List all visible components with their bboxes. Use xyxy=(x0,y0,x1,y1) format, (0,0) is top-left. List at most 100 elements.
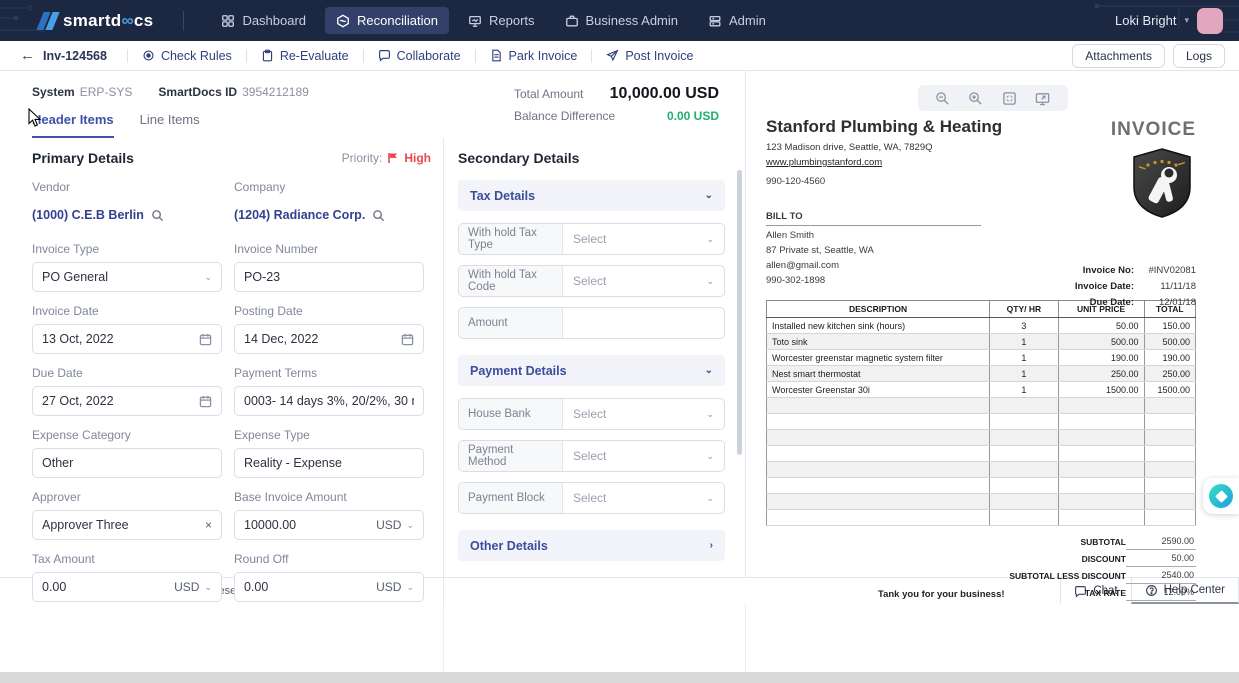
withhold-tax-type-select[interactable]: Select ⌄ xyxy=(563,224,724,254)
chevron-down-icon: ⌄ xyxy=(706,493,714,504)
invoice-form-panel: SystemERP-SYS SmartDocs ID3954212189 Hea… xyxy=(0,71,745,577)
tab-line-items[interactable]: Line Items xyxy=(140,112,200,138)
priority-value: High xyxy=(404,151,431,165)
withhold-tax-code-select[interactable]: Select ⌄ xyxy=(563,266,724,296)
zoom-out-icon[interactable] xyxy=(935,91,950,106)
house-bank-select[interactable]: Select ⌄ xyxy=(563,399,724,429)
nav-divider xyxy=(183,11,184,31)
calendar-icon[interactable] xyxy=(199,333,212,346)
primary-details-title: Primary Details xyxy=(32,150,134,166)
table-empty-row xyxy=(767,414,1196,430)
user-menu[interactable]: Loki Bright ▾ xyxy=(1115,8,1223,34)
payment-method-select[interactable]: Select ⌄ xyxy=(563,441,724,471)
amount-input[interactable] xyxy=(563,308,724,338)
calendar-icon[interactable] xyxy=(401,333,414,346)
payment-block-select[interactable]: Select ⌄ xyxy=(563,483,724,513)
floating-assistant-widget[interactable] xyxy=(1203,478,1239,514)
toolbar-divider xyxy=(591,49,592,63)
other-details-accordion[interactable]: Other Details › xyxy=(458,530,725,561)
invoice-meta: Invoice No:#INV02081 Invoice Date:11/11/… xyxy=(1075,265,1196,313)
brand-logo-icon xyxy=(40,12,56,30)
tab-header-items[interactable]: Header Items xyxy=(32,112,114,138)
invoice-number-input[interactable] xyxy=(244,270,414,284)
clipboard-icon xyxy=(261,49,274,62)
balance-difference-label: Balance Difference xyxy=(514,109,615,123)
priority-indicator: Priority: High xyxy=(342,151,431,165)
nav-item-reconciliation[interactable]: Reconciliation xyxy=(325,7,449,34)
chevron-down-icon: ⌄ xyxy=(705,365,713,376)
bottom-whitespace xyxy=(0,604,1239,672)
invoice-type-select[interactable]: PO General ⌄ xyxy=(32,262,222,292)
attachments-button[interactable]: Attachments xyxy=(1072,44,1165,68)
payment-terms-field: Payment Terms xyxy=(234,366,424,416)
expense-category-field: Expense Category xyxy=(32,428,222,478)
document-icon xyxy=(490,49,503,62)
re-evaluate-button[interactable]: Re-Evaluate xyxy=(257,49,353,63)
invoice-id: Inv-124568 xyxy=(43,49,107,63)
open-external-icon[interactable] xyxy=(1035,91,1050,106)
round-off-input[interactable]: USD⌄ xyxy=(234,572,424,602)
nav-item-reports[interactable]: Reports xyxy=(457,7,546,34)
check-rules-icon xyxy=(142,49,155,62)
posting-date-input[interactable] xyxy=(234,324,424,354)
search-icon[interactable] xyxy=(372,209,385,222)
currency-select[interactable]: USD⌄ xyxy=(376,518,414,532)
zoom-in-icon[interactable] xyxy=(968,91,983,106)
tax-rate-value: 12.00% xyxy=(1126,585,1196,601)
nav-item-admin[interactable]: Admin xyxy=(697,7,777,34)
payment-block-row: Payment Block Select ⌄ xyxy=(458,482,725,514)
approver-input[interactable]: × xyxy=(32,510,222,540)
vendor-shield-logo xyxy=(1131,147,1193,219)
back-arrow-icon[interactable]: ← xyxy=(14,47,41,64)
fit-to-screen-icon[interactable] xyxy=(1002,91,1017,106)
payment-details-accordion[interactable]: Payment Details ⌄ xyxy=(458,355,725,386)
logs-button[interactable]: Logs xyxy=(1173,44,1225,68)
company-value-link[interactable]: (1204) Radiance Corp. xyxy=(234,200,424,230)
post-invoice-button[interactable]: Post Invoice xyxy=(602,49,697,63)
tax-details-accordion[interactable]: Tax Details ⌄ xyxy=(458,180,725,211)
nav-label: Business Admin xyxy=(586,13,679,28)
scrollbar-thumb[interactable] xyxy=(737,170,742,455)
nav-item-business-admin[interactable]: Business Admin xyxy=(554,7,690,34)
expense-type-input[interactable] xyxy=(244,456,414,470)
payment-method-row: Payment Method Select ⌄ xyxy=(458,440,725,472)
invoice-date-input[interactable] xyxy=(32,324,222,354)
invoice-header: SystemERP-SYS SmartDocs ID3954212189 Hea… xyxy=(0,71,745,138)
toolbar-divider xyxy=(127,49,128,63)
collaborate-button[interactable]: Collaborate xyxy=(374,49,465,63)
search-icon[interactable] xyxy=(151,209,164,222)
currency-select[interactable]: USD⌄ xyxy=(376,580,414,594)
reconciliation-icon xyxy=(336,14,350,28)
invoice-line-items-table: DESCRIPTION QTY/ HR UNIT PRICE TOTAL Ins… xyxy=(766,300,1196,526)
base-invoice-amount-input[interactable]: USD⌄ xyxy=(234,510,424,540)
total-amount-label: Total Amount xyxy=(514,87,583,101)
primary-navigation: Dashboard Reconciliation Reports Busines… xyxy=(210,7,776,34)
table-row: Installed new kitchen sink (hours)350.00… xyxy=(767,318,1196,334)
brand-logo[interactable]: smartd∞cs xyxy=(40,11,153,31)
base-invoice-amount-field: Base Invoice Amount USD⌄ xyxy=(234,490,424,540)
due-date-input[interactable] xyxy=(32,386,222,416)
assistant-icon xyxy=(1209,484,1233,508)
invoice-date-field: Invoice Date xyxy=(32,304,222,354)
park-invoice-button[interactable]: Park Invoice xyxy=(486,49,582,63)
clear-icon[interactable]: × xyxy=(205,518,212,532)
brand-name: smartd∞cs xyxy=(63,11,153,31)
expense-category-input[interactable] xyxy=(42,456,212,470)
vendor-value-link[interactable]: (1000) C.E.B Berlin xyxy=(32,200,222,230)
subtotal-value: 2590.00 xyxy=(1126,534,1196,550)
payment-terms-input[interactable] xyxy=(244,394,414,408)
nav-item-dashboard[interactable]: Dashboard xyxy=(210,7,317,34)
total-amount-value: 10,000.00 USD xyxy=(610,85,719,103)
smartdocs-id-value: 3954212189 xyxy=(242,85,309,99)
tax-amount-input[interactable]: USD⌄ xyxy=(32,572,222,602)
avatar[interactable] xyxy=(1197,8,1223,34)
check-rules-button[interactable]: Check Rules xyxy=(138,49,236,63)
withhold-tax-type-row: With hold Tax Type Select ⌄ xyxy=(458,223,725,255)
nav-label: Reconciliation xyxy=(357,13,438,28)
chevron-down-icon: ⌄ xyxy=(705,190,713,201)
dashboard-grid-icon xyxy=(221,14,235,28)
calendar-icon[interactable] xyxy=(199,395,212,408)
chevron-down-icon: ⌄ xyxy=(204,272,212,283)
currency-select[interactable]: USD⌄ xyxy=(174,580,212,594)
system-meta: SystemERP-SYS SmartDocs ID3954212189 xyxy=(32,85,309,99)
